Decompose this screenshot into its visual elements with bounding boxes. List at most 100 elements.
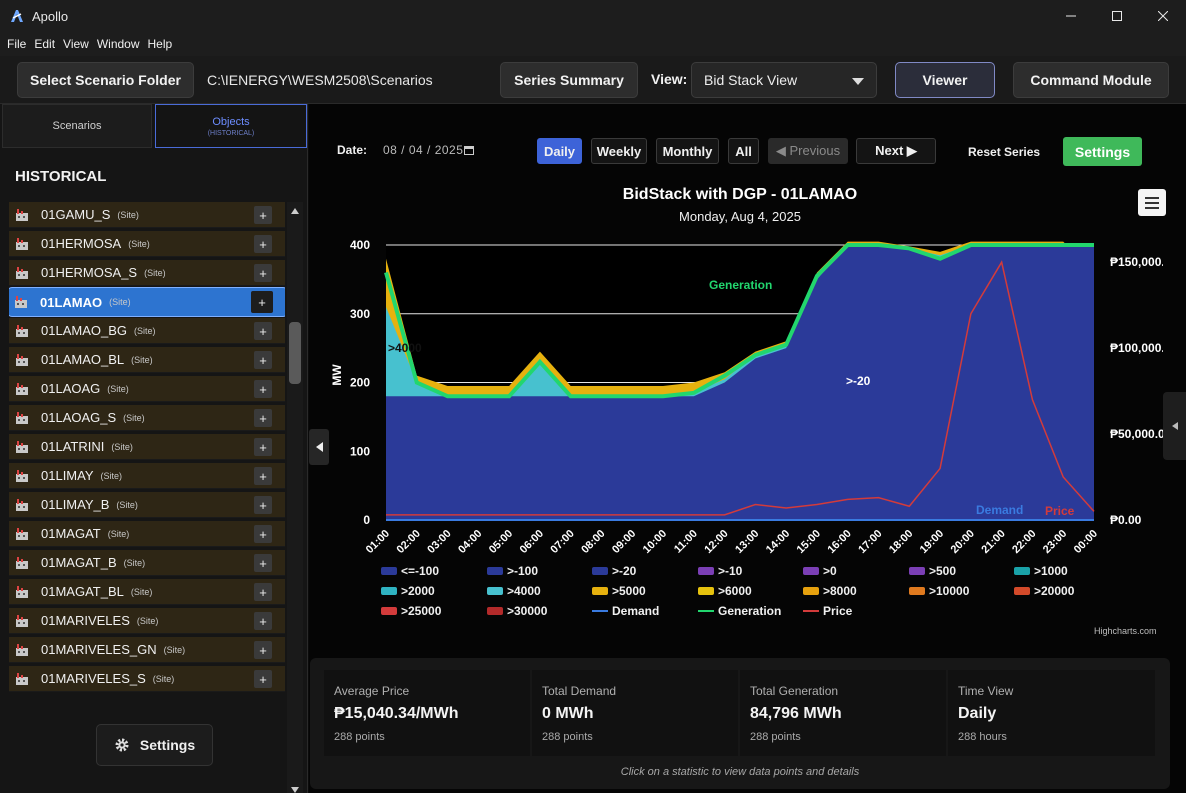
add-object-button[interactable]: +: [254, 351, 272, 369]
scroll-thumb[interactable]: [289, 322, 301, 384]
legend-item[interactable]: >25000: [401, 604, 442, 618]
legend-item[interactable]: Price: [823, 604, 853, 618]
tab-objects[interactable]: Objects (HISTORICAL): [155, 104, 307, 148]
object-list-item[interactable]: 01GAMU_S (Site) +: [9, 202, 285, 228]
legend-item[interactable]: >-100: [507, 564, 538, 578]
add-object-button[interactable]: +: [254, 641, 272, 659]
select-scenario-folder-button[interactable]: Select Scenario Folder: [17, 62, 194, 98]
menu-edit[interactable]: Edit: [34, 37, 56, 51]
add-object-button[interactable]: +: [254, 380, 272, 398]
add-object-button[interactable]: +: [254, 612, 272, 630]
scroll-down-icon[interactable]: [291, 787, 299, 793]
object-list-item[interactable]: 01LAMAO_BG (Site) +: [9, 318, 285, 344]
chart-settings-button[interactable]: Settings: [1063, 137, 1142, 166]
legend-item[interactable]: >6000: [718, 584, 752, 598]
menu-window[interactable]: Window: [96, 37, 140, 51]
weekly-button[interactable]: Weekly: [591, 138, 647, 164]
legend-item[interactable]: >2000: [401, 584, 435, 598]
add-object-button[interactable]: +: [254, 670, 272, 688]
tab-scenarios[interactable]: Scenarios: [2, 104, 152, 148]
object-list-item[interactable]: 01MARIVELES (Site) +: [9, 608, 285, 634]
object-list-item[interactable]: 01LAMAO_BL (Site) +: [9, 347, 285, 373]
add-object-button[interactable]: +: [254, 496, 272, 514]
sidebar-settings-button[interactable]: Settings: [96, 724, 213, 766]
legend-item[interactable]: >20000: [1034, 584, 1075, 598]
close-button[interactable]: [1140, 0, 1186, 32]
site-icon: [16, 498, 28, 511]
chart-menu-button[interactable]: [1138, 189, 1166, 216]
series-line-generation: [384, 243, 1094, 399]
legend-item[interactable]: >0: [823, 564, 837, 578]
object-list-item[interactable]: 01LIMAY (Site) +: [9, 463, 285, 489]
stat-average-price[interactable]: Average Price ₱15,040.34/MWh 288 points: [324, 670, 530, 756]
object-type: (Site): [107, 383, 129, 394]
object-list-item[interactable]: 01LAMAO (Site) +: [9, 287, 285, 317]
legend-item[interactable]: Generation: [718, 604, 781, 618]
legend-symbol: [803, 587, 819, 595]
add-object-button[interactable]: +: [254, 322, 272, 340]
reset-series-button[interactable]: Reset Series: [968, 145, 1041, 159]
series-line-price: [386, 260, 1095, 516]
legend-item[interactable]: >500: [929, 564, 956, 578]
legend-item[interactable]: <=-100: [401, 564, 439, 578]
legend-item[interactable]: >-10: [718, 564, 743, 578]
legend-item[interactable]: Demand: [612, 604, 659, 618]
scroll-up-icon[interactable]: [291, 208, 299, 214]
calendar-icon[interactable]: [464, 145, 474, 155]
legend-item[interactable]: >8000: [823, 584, 857, 598]
legend-item[interactable]: >5000: [612, 584, 646, 598]
legend-item[interactable]: >10000: [929, 584, 970, 598]
object-list-item[interactable]: 01HERMOSA_S (Site) +: [9, 260, 285, 286]
object-list-item[interactable]: 01MAGAT (Site) +: [9, 521, 285, 547]
object-list-scrollbar[interactable]: [287, 202, 303, 793]
y-axis-title: MW: [330, 364, 344, 386]
add-object-button[interactable]: +: [254, 264, 272, 282]
object-list-item[interactable]: 01HERMOSA (Site) +: [9, 231, 285, 257]
date-input[interactable]: 08 / 04 / 2025: [383, 143, 464, 157]
add-object-button[interactable]: +: [254, 525, 272, 543]
daily-button[interactable]: Daily: [537, 138, 582, 164]
highcharts-credit[interactable]: Highcharts.com: [1094, 626, 1157, 636]
site-icon: [16, 556, 28, 569]
legend-item[interactable]: >-20: [612, 564, 637, 578]
monthly-button[interactable]: Monthly: [656, 138, 719, 164]
add-object-button[interactable]: +: [254, 235, 272, 253]
expand-right-panel-button[interactable]: [1163, 392, 1186, 460]
stat-time-view[interactable]: Time View Daily 288 hours: [948, 670, 1155, 756]
stat-total-generation[interactable]: Total Generation 84,796 MWh 288 points: [740, 670, 946, 756]
object-list-item[interactable]: 01LATRINI (Site) +: [9, 434, 285, 460]
object-list-item[interactable]: 01LIMAY_B (Site) +: [9, 492, 285, 518]
previous-button[interactable]: ◀ Previous: [768, 138, 848, 164]
view-select[interactable]: Bid Stack View: [691, 62, 877, 98]
add-object-button[interactable]: +: [254, 467, 272, 485]
maximize-button[interactable]: [1094, 0, 1140, 32]
hamburger-icon-line: [1145, 202, 1159, 204]
object-list-item[interactable]: 01LAOAG (Site) +: [9, 376, 285, 402]
legend-item[interactable]: >1000: [1034, 564, 1068, 578]
all-button[interactable]: All: [728, 138, 759, 164]
collapse-sidebar-button[interactable]: [309, 429, 329, 465]
menu-file[interactable]: File: [7, 37, 27, 51]
add-object-button[interactable]: +: [254, 409, 272, 427]
object-list-item[interactable]: 01MAGAT_BL (Site) +: [9, 579, 285, 605]
minimize-button[interactable]: [1048, 0, 1094, 32]
add-object-button[interactable]: +: [254, 206, 272, 224]
next-button[interactable]: Next ▶: [856, 138, 936, 164]
add-object-button[interactable]: +: [254, 438, 272, 456]
menu-help[interactable]: Help: [147, 37, 173, 51]
series-summary-button[interactable]: Series Summary: [500, 62, 638, 98]
menu-bar: File Edit View Window Help: [0, 32, 1186, 56]
menu-view[interactable]: View: [63, 37, 89, 51]
viewer-button[interactable]: Viewer: [895, 62, 995, 98]
object-list-item[interactable]: 01MARIVELES_GN (Site) +: [9, 637, 285, 663]
add-object-button[interactable]: +: [254, 583, 272, 601]
legend-item[interactable]: >4000: [507, 584, 541, 598]
legend-item[interactable]: >30000: [507, 604, 548, 618]
command-module-button[interactable]: Command Module: [1013, 62, 1169, 98]
stat-total-demand[interactable]: Total Demand 0 MWh 288 points: [532, 670, 738, 756]
object-list-item[interactable]: 01LAOAG_S (Site) +: [9, 405, 285, 431]
add-object-button[interactable]: +: [251, 291, 273, 313]
add-object-button[interactable]: +: [254, 554, 272, 572]
object-list-item[interactable]: 01MARIVELES_S (Site) +: [9, 666, 285, 692]
object-list-item[interactable]: 01MAGAT_B (Site) +: [9, 550, 285, 576]
